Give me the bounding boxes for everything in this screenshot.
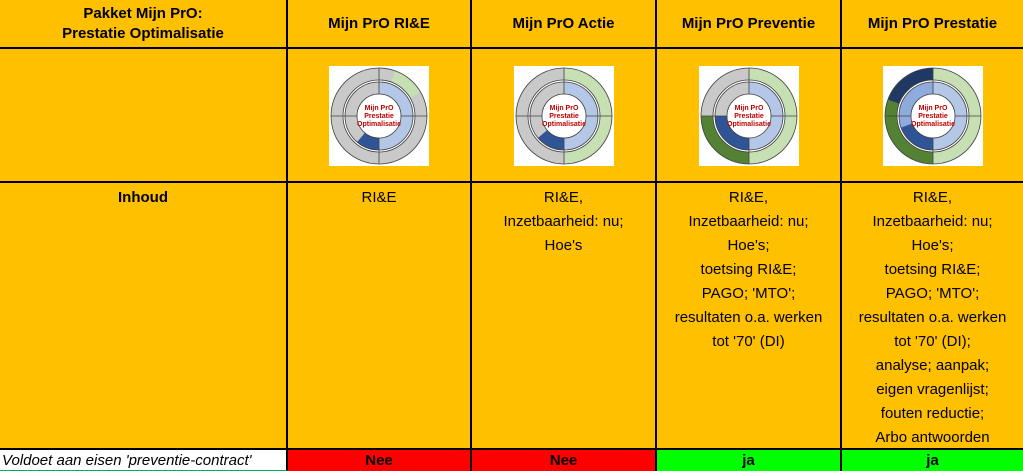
icon-label: Prestatie bbox=[549, 113, 579, 120]
content-line: PAGO; 'MTO'; bbox=[885, 285, 980, 302]
header-cell: Mijn PrO RI&E bbox=[288, 0, 472, 49]
content-line: PAGO; 'MTO'; bbox=[701, 285, 796, 302]
icon-label: Optimalisatie bbox=[542, 121, 586, 128]
ring-segment bbox=[932, 82, 967, 150]
ring-segment bbox=[537, 130, 564, 150]
content-cell: RI&E bbox=[288, 183, 472, 450]
icon-label: Prestatie bbox=[364, 113, 394, 120]
ring-segment bbox=[563, 82, 598, 150]
icon-label: Optimalisatie bbox=[727, 121, 771, 128]
icon-label: Mijn PrO bbox=[918, 105, 947, 112]
footer-cell: ja bbox=[842, 450, 1023, 471]
icon-label: Mijn PrO bbox=[365, 105, 394, 112]
center bbox=[911, 94, 954, 138]
content-line: resultaten o.a. werken bbox=[858, 309, 1007, 326]
content-line: Hoe's; bbox=[911, 237, 954, 254]
content-line: toetsing RI&E; bbox=[700, 261, 797, 278]
center bbox=[727, 94, 770, 138]
content-line: RI&E, bbox=[912, 189, 953, 206]
center bbox=[542, 94, 585, 138]
ring-segment bbox=[887, 68, 933, 104]
footer-cell: ja bbox=[657, 450, 842, 471]
footer-cell: Nee bbox=[472, 450, 657, 471]
footer-label: Voldoet aan eisen 'preventie-contract' bbox=[0, 450, 288, 471]
content-cell: RI&E, Inzetbaarheid: nu; Hoe's; toetsing RI… bbox=[657, 183, 842, 450]
ring-segment bbox=[391, 70, 421, 98]
ring-segment bbox=[748, 68, 797, 164]
content-line: RI&E, bbox=[728, 189, 769, 206]
content-cell: RI&E, Inzetbaarheid: nu; Hoe's bbox=[472, 183, 657, 450]
ring-segment bbox=[900, 123, 933, 150]
header-cell: Mijn PrO Preventie bbox=[657, 0, 842, 49]
ring-segment bbox=[932, 68, 981, 164]
content-line: RI&E, bbox=[543, 189, 584, 206]
ring-segment bbox=[714, 116, 749, 150]
content-line: analyse; aanpak; bbox=[875, 357, 990, 374]
center bbox=[357, 94, 401, 138]
icon-label: Mijn PrO bbox=[549, 105, 578, 112]
content-line: tot '70' (DI) bbox=[712, 333, 785, 350]
icon-label: Prestatie bbox=[918, 113, 948, 120]
image-cell: Mijn PrO Prestatie Optimalisatie bbox=[842, 49, 1023, 183]
content-line: RI&E bbox=[361, 189, 397, 206]
icon-label: Mijn PrO bbox=[734, 105, 763, 112]
content-line: resultaten o.a. werken bbox=[674, 309, 823, 326]
content-line: Inzetbaarheid: nu; bbox=[503, 213, 624, 230]
ring-segment bbox=[748, 82, 783, 150]
label-text: Inhoud bbox=[118, 189, 168, 206]
content-line: Arbo antwoorden bbox=[875, 429, 990, 446]
header-cell: Mijn PrO Actie bbox=[472, 0, 657, 49]
content-line: eigen vragenlijst; bbox=[876, 381, 989, 398]
content-line: Inzetbaarheid: nu; bbox=[688, 213, 809, 230]
content-line: fouten reductie; bbox=[880, 405, 985, 422]
content-line: Hoe's; bbox=[727, 237, 770, 254]
ring-segment bbox=[379, 82, 413, 150]
header-cell: Pakket Mijn PrO: Prestatie Optimalisatie bbox=[0, 0, 288, 49]
header-cell: Mijn PrO Prestatie bbox=[842, 0, 1023, 49]
content-line: toetsing RI&E; bbox=[884, 261, 981, 278]
content-cell: RI&E, Inzetbaarheid: nu; Hoe's; toetsing RI… bbox=[842, 183, 1023, 450]
image-cell: Mijn PrO Prestatie Optimalisatie bbox=[288, 49, 472, 183]
image-cell: Mijn PrO Prestatie Optimalisatie bbox=[472, 49, 657, 183]
ring-segment bbox=[700, 116, 749, 164]
content-line: Inzetbaarheid: nu; bbox=[872, 213, 993, 230]
content-line: tot '70' (DI); bbox=[894, 333, 971, 350]
content-line: Hoe's bbox=[544, 237, 583, 254]
image-cell bbox=[0, 49, 288, 183]
ring-segment bbox=[563, 68, 612, 164]
row-label: Inhoud bbox=[0, 183, 288, 450]
icon-label: Prestatie bbox=[734, 113, 764, 120]
icon-label: Optimalisatie bbox=[911, 121, 955, 128]
icon-label: Optimalisatie bbox=[357, 121, 401, 128]
footer-cell: Nee bbox=[288, 450, 472, 471]
image-cell: Mijn PrO Prestatie Optimalisatie bbox=[657, 49, 842, 183]
